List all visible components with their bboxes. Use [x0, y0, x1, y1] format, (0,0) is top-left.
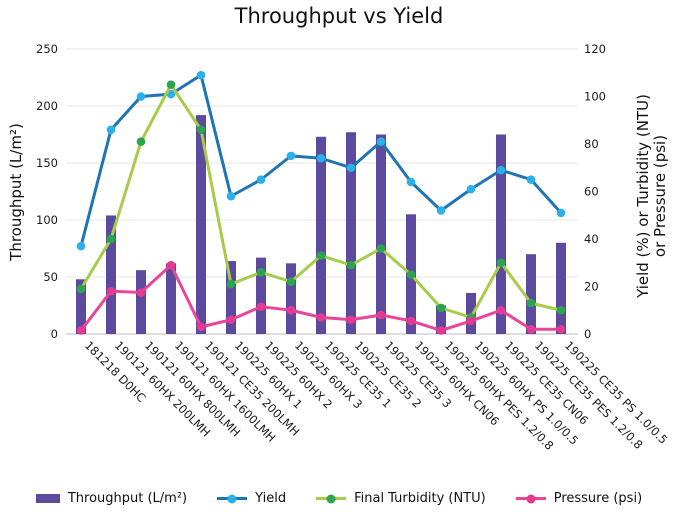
pressure-point	[106, 286, 116, 296]
turbidity-point	[256, 267, 266, 277]
right-axis-tick: 0	[584, 327, 591, 341]
pressure-point	[196, 322, 206, 332]
pressure-point	[466, 316, 476, 326]
yield-point	[316, 153, 326, 163]
legend-item-yield: Yield	[217, 491, 286, 506]
turbidity-point	[106, 234, 116, 244]
throughput-bar	[286, 263, 296, 334]
yield-point	[346, 163, 356, 173]
pressure-point	[556, 324, 566, 334]
throughput-bar	[436, 305, 446, 334]
pressure-point	[286, 305, 296, 315]
right-axis-tick: 80	[584, 137, 599, 151]
legend-label-turbidity: Final Turbidity (NTU)	[354, 491, 486, 506]
legend-label-yield: Yield	[255, 491, 287, 506]
turbidity-line-swatch	[316, 494, 347, 503]
left-axis-tick: 150	[36, 156, 58, 170]
throughput-bar	[376, 134, 386, 334]
pressure-point	[166, 260, 176, 270]
left-axis-tick: 100	[36, 213, 58, 227]
throughput-bar	[226, 261, 236, 334]
legend-item-pressure: Pressure (psi)	[515, 491, 643, 506]
left-axis-tick: 200	[36, 99, 58, 113]
yield-point	[256, 175, 266, 184]
pressure-point	[256, 302, 266, 311]
yield-point	[106, 125, 116, 135]
throughput-bar	[136, 270, 146, 334]
yield-point	[286, 151, 296, 161]
turbidity-point	[196, 125, 206, 135]
pressure-point	[316, 313, 326, 322]
throughput-bar	[76, 279, 86, 334]
yield-point	[166, 89, 176, 99]
turbidity-point	[76, 284, 86, 294]
throughput-bar	[346, 132, 356, 334]
turbidity-point	[496, 258, 506, 268]
pressure-point	[136, 288, 146, 297]
yield-point	[196, 70, 206, 80]
turbidity-point	[136, 137, 146, 146]
pressure-line-swatch	[515, 494, 546, 503]
turbidity-point	[376, 244, 386, 253]
yield-point	[436, 206, 446, 215]
legend-label-throughput: Throughput (L/m²)	[67, 491, 188, 506]
pressure-point	[436, 326, 446, 335]
left-axis-tick: 250	[36, 42, 58, 56]
legend-item-turbidity: Final Turbidity (NTU)	[316, 491, 486, 506]
throughput-bar	[196, 115, 206, 335]
right-axis-tick: 40	[584, 232, 599, 246]
left-axis-tick: 0	[51, 327, 58, 341]
turbidity-point	[226, 279, 236, 289]
yield-point	[466, 184, 476, 194]
chart-legend: Throughput (L/m²) Yield Final Turbidity …	[0, 491, 678, 506]
throughput-swatch	[35, 494, 60, 503]
throughput-bar	[316, 136, 326, 334]
turbidity-point	[526, 298, 536, 308]
throughput-bar	[256, 257, 266, 334]
yield-point	[556, 208, 566, 218]
turbidity-point	[556, 305, 566, 315]
turbidity-point	[166, 80, 176, 89]
yield-point	[226, 191, 236, 201]
right-axis-tick: 100	[584, 90, 606, 104]
yield-point	[76, 241, 86, 251]
right-axis-tick: 120	[584, 42, 606, 56]
yield-point	[406, 177, 416, 187]
turbidity-point	[436, 303, 446, 313]
right-axis-tick: 20	[584, 280, 599, 294]
pressure-point	[406, 316, 416, 326]
pressure-point	[346, 315, 356, 325]
legend-item-throughput: Throughput (L/m²)	[35, 491, 188, 506]
yield-point	[526, 175, 536, 184]
pressure-point	[376, 310, 386, 320]
throughput-bar	[166, 263, 176, 334]
right-axis-tick: 60	[584, 185, 599, 199]
throughput-bar	[496, 134, 506, 334]
turbidity-point	[346, 260, 356, 270]
turbidity-point	[316, 251, 326, 260]
pressure-point	[76, 326, 86, 335]
pressure-point	[496, 305, 506, 315]
throughput-bar	[556, 242, 566, 334]
yield-point	[376, 137, 386, 146]
pressure-point	[226, 315, 236, 325]
yield-point	[496, 165, 506, 175]
turbidity-point	[286, 277, 296, 287]
chart-title: Throughput vs Yield	[234, 4, 444, 28]
legend-label-pressure: Pressure (psi)	[553, 491, 643, 506]
turbidity-point	[406, 270, 416, 279]
throughput-bar	[526, 254, 536, 334]
yield-point	[136, 92, 146, 101]
yield-line-swatch	[217, 494, 248, 503]
throughput-bar	[106, 215, 116, 334]
pressure-point	[526, 324, 536, 334]
left-axis-tick: 50	[43, 270, 58, 284]
